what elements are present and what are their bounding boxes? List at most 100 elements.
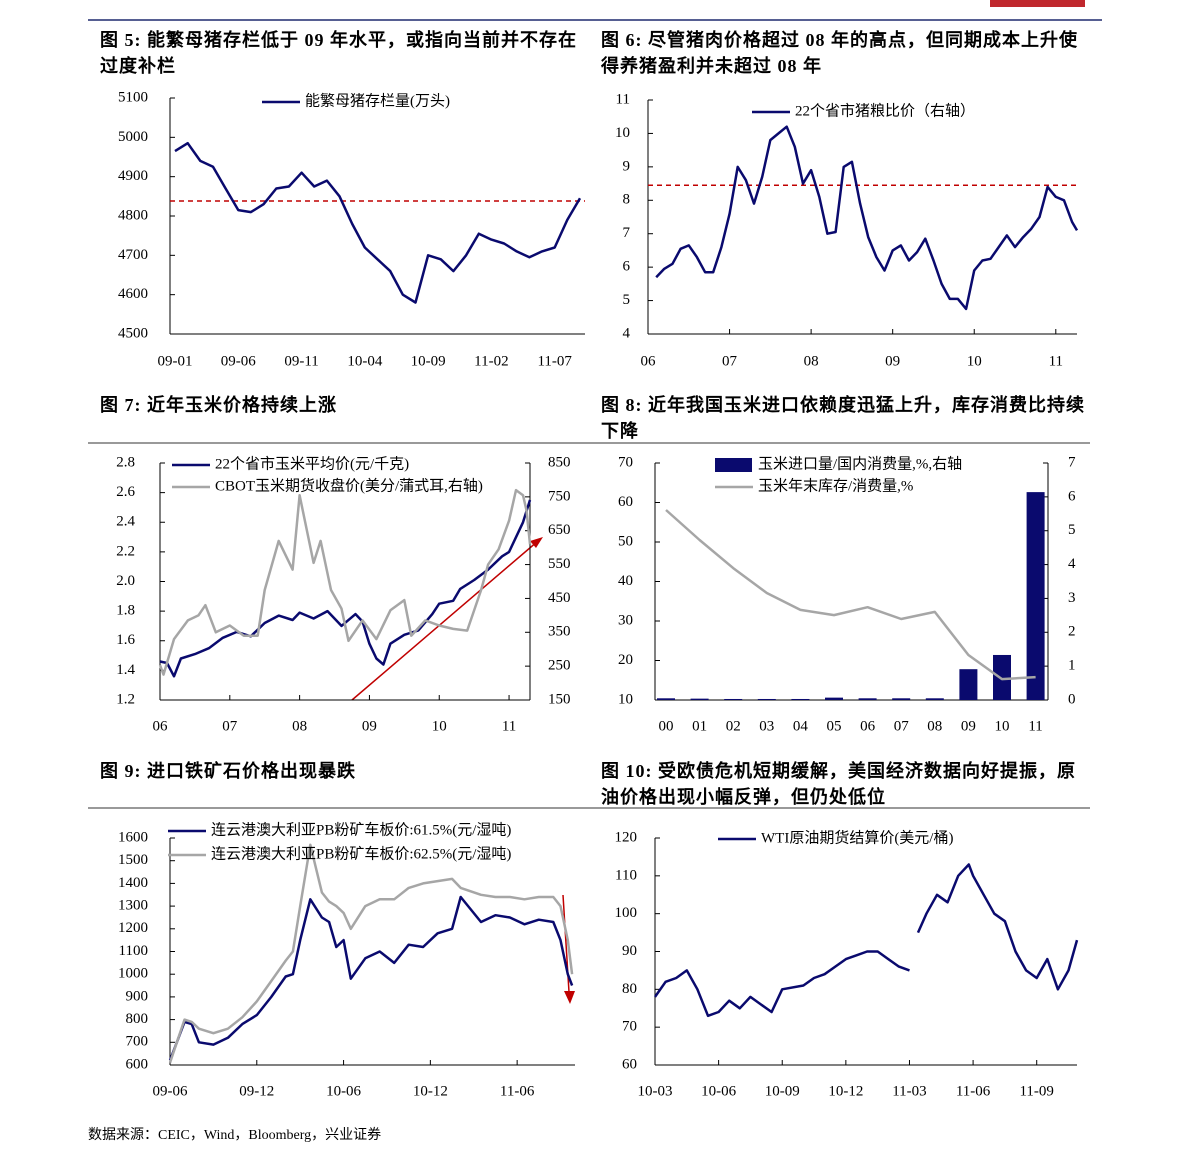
y-tick-label: 1.4 — [116, 662, 135, 678]
x-tick-label: 08 — [292, 718, 307, 734]
bar — [791, 698, 810, 700]
y-tick-label: 4600 — [118, 286, 148, 302]
header-logo — [990, 0, 1085, 7]
x-tick-label: 10-04 — [347, 353, 382, 369]
x-tick-label: 03 — [759, 718, 774, 734]
y2-tick-label: 350 — [548, 624, 571, 640]
legend-label: 22个省市玉米平均价(元/千克) — [215, 455, 409, 472]
y2-tick-label: 5 — [1068, 522, 1076, 538]
source-note: 数据来源：CEIC，Wind，Bloomberg，兴业证券 — [88, 1128, 382, 1143]
x-tick-label: 09 — [885, 353, 900, 369]
x-tick-label: 04 — [793, 718, 809, 734]
x-tick-label: 11-06 — [500, 1083, 535, 1099]
series-line — [158, 488, 532, 676]
x-tick-label: 10-06 — [326, 1083, 361, 1099]
y2-tick-label: 450 — [548, 590, 571, 606]
y-tick-label: 1100 — [119, 943, 148, 959]
y-tick-label: 120 — [615, 829, 638, 845]
x-tick-label: 05 — [827, 718, 842, 734]
arrow-head — [564, 991, 575, 1004]
series-line — [655, 125, 1079, 311]
y-tick-label: 90 — [622, 943, 637, 959]
series-line — [159, 499, 532, 678]
y-tick-label: 800 — [126, 1011, 149, 1027]
legend-label: WTI原油期货结算价(美元/桶) — [761, 828, 953, 846]
y-tick-label: 6 — [623, 259, 631, 275]
x-tick-label: 11-06 — [956, 1083, 991, 1099]
y2-tick-label: 6 — [1068, 488, 1076, 504]
y-tick-label: 1.2 — [116, 691, 135, 707]
bar — [1026, 492, 1045, 700]
x-tick-label: 11-09 — [1019, 1083, 1053, 1099]
bar — [959, 669, 978, 700]
x-tick-label: 11 — [1049, 353, 1063, 369]
trend-arrow — [351, 540, 539, 701]
y2-tick-label: 3 — [1068, 590, 1076, 606]
bar — [825, 697, 843, 700]
bar — [724, 698, 743, 700]
y-tick-label: 1000 — [118, 966, 148, 982]
y-tick-label: 110 — [615, 867, 637, 883]
y-tick-label: 100 — [615, 905, 638, 921]
bar — [757, 698, 776, 700]
y2-tick-label: 4 — [1068, 556, 1076, 572]
y-tick-label: 2.6 — [116, 484, 135, 500]
y2-tick-label: 850 — [548, 454, 571, 470]
y-tick-label: 1600 — [118, 829, 148, 845]
y-tick-label: 2.2 — [116, 543, 135, 559]
y2-tick-label: 250 — [548, 658, 571, 674]
x-tick-label: 10-12 — [413, 1083, 448, 1099]
y-tick-label: 600 — [126, 1056, 149, 1072]
y-tick-label: 60 — [622, 1056, 637, 1072]
y2-tick-label: 7 — [1068, 454, 1076, 470]
y-tick-label: 50 — [618, 533, 633, 549]
x-tick-label: 07 — [894, 718, 910, 734]
figure-caption: 图 7: 近年玉米价格持续上涨 — [100, 395, 337, 415]
y-tick-label: 60 — [618, 494, 633, 510]
y-tick-label: 2.0 — [116, 573, 135, 589]
figure-caption: 图 5: 能繁母猪存栏低于 09 年水平，或指向当前并不存在过度补栏 — [100, 30, 577, 76]
bar — [657, 698, 675, 700]
y-tick-label: 70 — [618, 454, 633, 470]
y2-tick-label: 2 — [1068, 624, 1076, 640]
x-tick-label: 09-12 — [239, 1083, 274, 1099]
x-tick-label: 02 — [726, 718, 741, 734]
bar — [858, 698, 877, 700]
y-tick-label: 4 — [623, 325, 631, 341]
y-tick-label: 1.8 — [116, 603, 135, 619]
y-tick-label: 8 — [623, 192, 631, 208]
legend-label: 连云港澳大利亚PB粉矿车板价:61.5%(元/湿吨) — [211, 820, 511, 838]
y2-tick-label: 1 — [1068, 658, 1076, 674]
y-tick-label: 70 — [622, 1019, 637, 1035]
x-tick-label: 06 — [641, 353, 657, 369]
x-tick-label: 09 — [961, 718, 976, 734]
series-line — [174, 141, 582, 304]
series-line — [665, 509, 1036, 681]
legend-label: CBOT玉米期货收盘价(美分/蒲式耳,右轴) — [215, 476, 483, 494]
y-tick-label: 2.4 — [116, 514, 135, 530]
x-tick-label: 09-06 — [153, 1083, 188, 1099]
y2-tick-label: 650 — [548, 522, 571, 538]
figure-caption: 图 6: 尽管猪肉价格超过 08 年的高点，但同期成本上升使得养猪盈利并未超过 … — [601, 30, 1078, 76]
x-tick-label: 00 — [659, 718, 674, 734]
x-tick-label: 08 — [927, 718, 942, 734]
x-tick-label: 10-06 — [701, 1083, 736, 1099]
y2-tick-label: 150 — [548, 691, 571, 707]
figure-caption: 图 9: 进口铁矿石价格出现暴跌 — [100, 761, 356, 781]
x-tick-label: 09-11 — [284, 353, 318, 369]
legend-label: 玉米年末库存/消费量,% — [758, 477, 913, 494]
y-tick-label: 5000 — [118, 129, 148, 145]
series-line — [168, 895, 574, 1061]
x-tick-label: 10-03 — [638, 1083, 673, 1099]
y-tick-label: 7 — [623, 225, 631, 241]
y-tick-label: 900 — [126, 988, 149, 1004]
y-tick-label: 20 — [618, 652, 633, 668]
x-tick-label: 11-02 — [474, 353, 508, 369]
x-tick-label: 09 — [362, 718, 377, 734]
x-tick-label: 11-07 — [537, 353, 572, 369]
y-tick-label: 4700 — [118, 247, 148, 263]
y-tick-label: 5 — [623, 292, 631, 308]
arrow-head — [530, 537, 543, 548]
